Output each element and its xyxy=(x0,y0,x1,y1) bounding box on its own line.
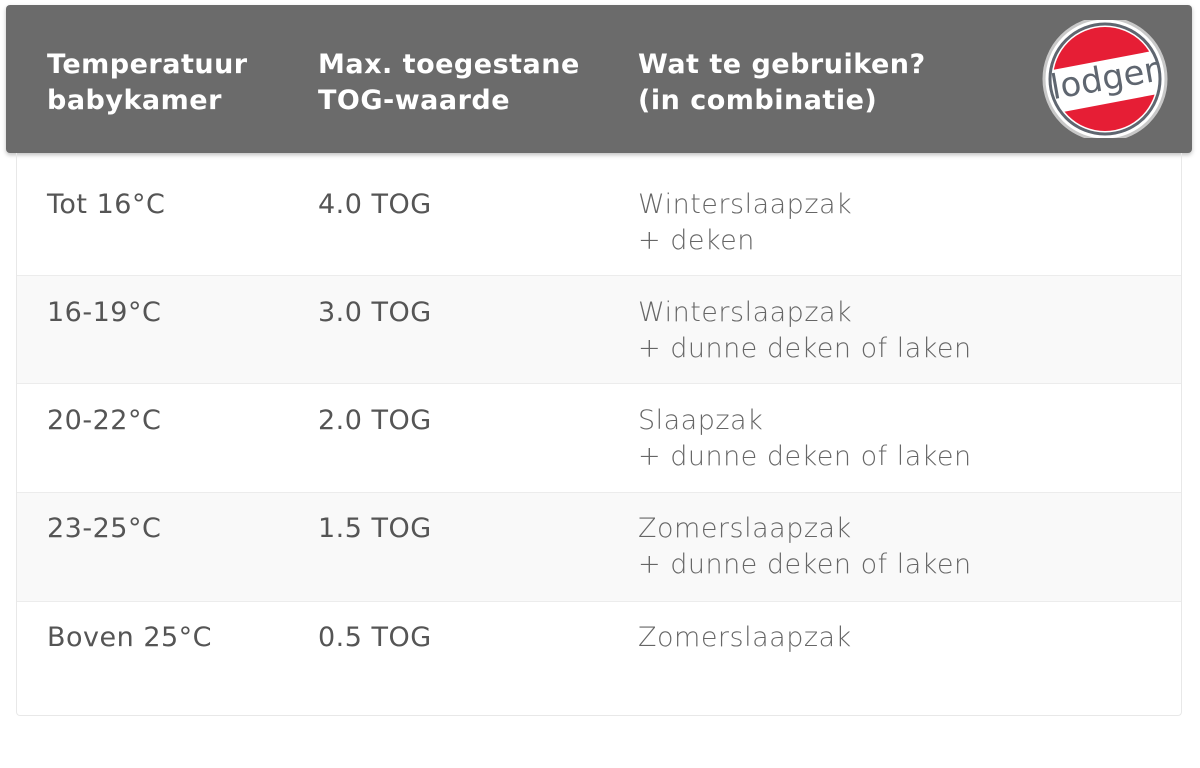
cell-tog: 0.5 TOG xyxy=(318,622,432,653)
header-text: TOG-waarde xyxy=(318,85,511,116)
table-row: 23-25°C 1.5 TOG Zomerslaapzak + dunne dek… xyxy=(17,493,1181,602)
header-temperature: Temperatuur babykamer xyxy=(47,47,248,119)
usage-line: + dunne deken of laken xyxy=(638,441,972,472)
header-text: Wat te gebruiken? xyxy=(638,49,926,80)
header-text: (in combinatie) xyxy=(638,85,878,116)
usage-line: Zomerslaapzak xyxy=(638,622,852,653)
table-row: Boven 25°C 0.5 TOG Zomerslaapzak xyxy=(17,602,1181,714)
cell-tog: 1.5 TOG xyxy=(318,513,432,544)
usage-line: + deken xyxy=(638,225,755,256)
cell-tog: 4.0 TOG xyxy=(318,189,432,220)
cell-usage: Slaapzak + dunne deken of laken xyxy=(638,403,972,475)
lodger-logo: lodger xyxy=(1042,20,1168,138)
cell-usage: Zomerslaapzak xyxy=(638,620,852,656)
table-row: Tot 16°C 4.0 TOG Winterslaapzak + deken xyxy=(17,153,1181,276)
cell-temperature: 20-22°C xyxy=(47,405,162,436)
header-usage: Wat te gebruiken? (in combinatie) xyxy=(638,47,926,119)
header-text: babykamer xyxy=(47,85,222,116)
usage-line: Zomerslaapzak xyxy=(638,513,852,544)
table-row: 16-19°C 3.0 TOG Winterslaapzak + dunne de… xyxy=(17,276,1181,384)
tog-table: Tot 16°C 4.0 TOG Winterslaapzak + deken 1… xyxy=(16,153,1182,716)
cell-usage: Zomerslaapzak + dunne deken of laken xyxy=(638,511,972,583)
usage-line: + dunne deken of laken xyxy=(638,333,972,364)
header-tog: Max. toegestane TOG-waarde xyxy=(318,47,580,119)
cell-usage: Winterslaapzak + deken xyxy=(638,187,852,259)
usage-line: + dunne deken of laken xyxy=(638,549,972,580)
usage-line: Winterslaapzak xyxy=(638,189,853,220)
cell-temperature: 23-25°C xyxy=(47,513,162,544)
usage-line: Slaapzak xyxy=(638,405,764,436)
cell-temperature: 16-19°C xyxy=(47,297,162,328)
header-text: Max. toegestane xyxy=(318,49,580,80)
table-header: Temperatuur babykamer Max. toegestane TOG-… xyxy=(6,5,1192,153)
cell-tog: 3.0 TOG xyxy=(318,297,432,328)
header-text: Temperatuur xyxy=(47,49,248,80)
table-row: 20-22°C 2.0 TOG Slaapzak + dunne deken of… xyxy=(17,384,1181,493)
cell-tog: 2.0 TOG xyxy=(318,405,432,436)
usage-line: Winterslaapzak xyxy=(638,297,853,328)
cell-temperature: Boven 25°C xyxy=(47,622,213,653)
cell-temperature: Tot 16°C xyxy=(47,189,166,220)
cell-usage: Winterslaapzak + dunne deken of laken xyxy=(638,295,972,367)
